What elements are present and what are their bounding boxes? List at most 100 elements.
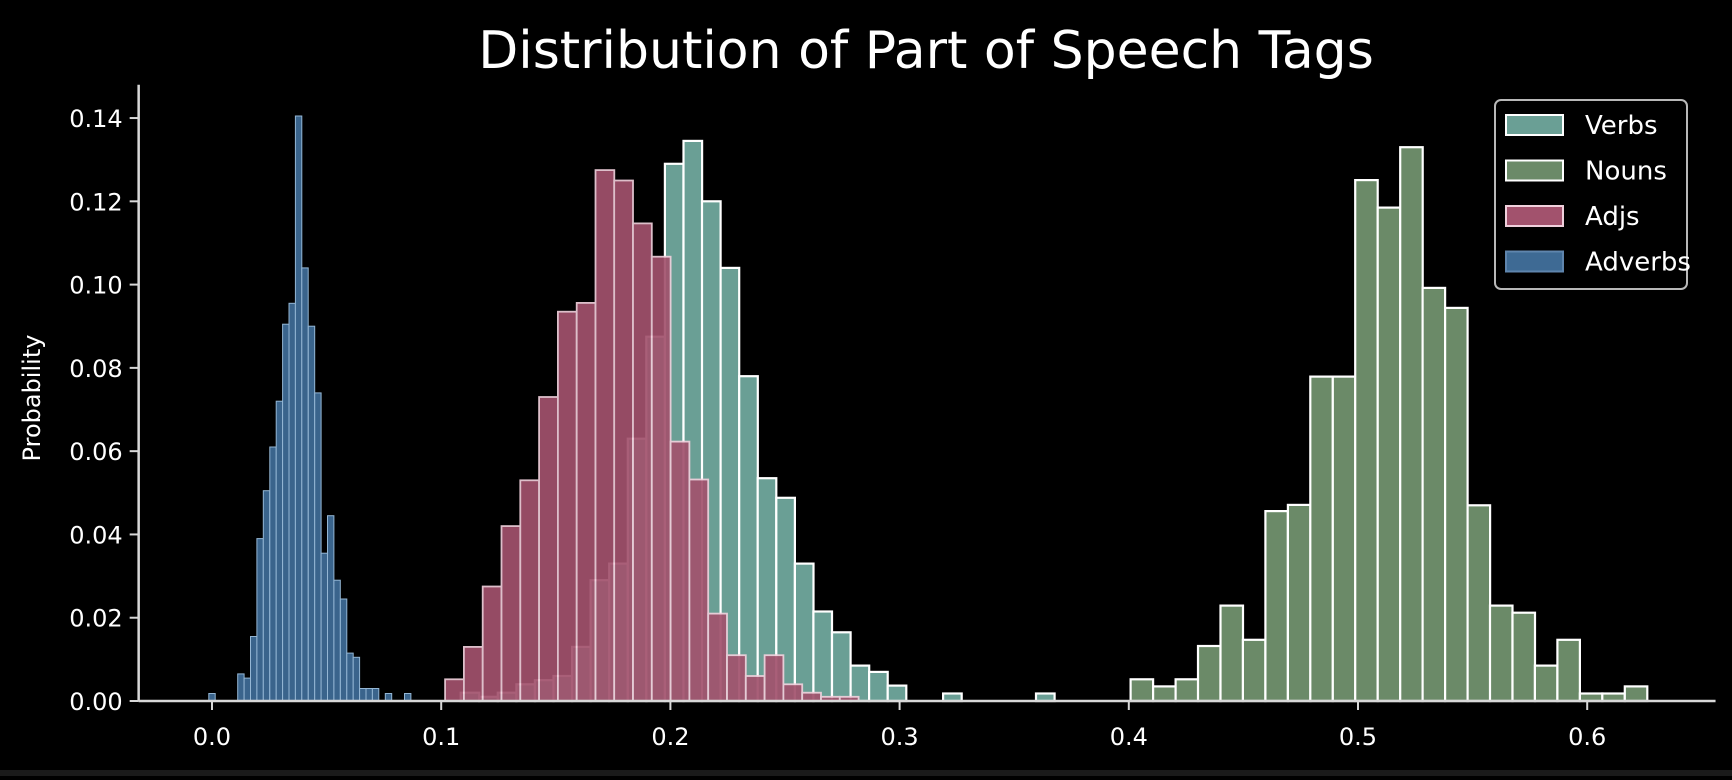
- histogram-bar: [282, 323, 290, 702]
- x-tick-label: 0.6: [1568, 723, 1606, 751]
- window-bottom-edge: [0, 770, 1732, 776]
- histogram-bar: [275, 400, 284, 702]
- x-tick-label: 0.0: [193, 723, 231, 751]
- histogram-bar: [793, 562, 815, 703]
- y-tick-label: 0.04: [69, 521, 122, 549]
- histogram-bar: [288, 302, 296, 702]
- y-axis-label: Probability: [18, 335, 46, 462]
- histogram-bar: [613, 179, 634, 702]
- y-tick-label: 0.12: [69, 188, 122, 216]
- histogram-bar: [481, 585, 503, 702]
- legend-swatch: [1505, 205, 1564, 227]
- histogram-bar: [594, 169, 616, 702]
- histogram-bar: [632, 222, 653, 702]
- histogram-bar: [1421, 286, 1447, 703]
- histogram-bar: [1623, 685, 1649, 703]
- y-tick-label: 0.02: [69, 605, 122, 633]
- histogram-bar: [359, 688, 367, 702]
- legend-label: Verbs: [1585, 111, 1658, 141]
- series-adverbs: [208, 115, 412, 702]
- histogram-bar: [1286, 503, 1312, 703]
- legend-frame: [1494, 99, 1688, 290]
- histogram-bar: [1219, 604, 1245, 703]
- histogram-bar: [812, 610, 834, 703]
- legend-swatch: [1505, 114, 1564, 136]
- histogram-bar: [462, 646, 484, 702]
- histogram-bar: [250, 636, 258, 702]
- legend-item-nouns: Nouns: [1505, 157, 1667, 187]
- histogram-bar: [1129, 678, 1155, 703]
- histogram-bar: [365, 688, 373, 702]
- y-tick-label: 0.06: [69, 438, 122, 466]
- histogram-bar: [1443, 306, 1469, 703]
- y-tick-label: 0.00: [69, 688, 122, 716]
- histogram-bar: [320, 552, 329, 702]
- y-tick-label: 0.10: [69, 272, 122, 300]
- histogram-bar: [849, 664, 871, 703]
- histogram-bar: [688, 478, 710, 702]
- histogram-bar: [1331, 375, 1357, 703]
- histogram-bar: [1174, 678, 1200, 703]
- x-tick-label: 0.4: [1110, 723, 1148, 751]
- histogram-bar: [371, 688, 380, 702]
- y-tick-label: 0.14: [69, 105, 122, 133]
- histogram-bar: [269, 446, 277, 702]
- x-tick-label: 0.1: [422, 723, 460, 751]
- histogram-bar: [744, 675, 766, 702]
- histogram-bar: [669, 440, 691, 702]
- x-tick-label: 0.2: [651, 723, 689, 751]
- chart-title: Distribution of Part of Speech Tags: [478, 21, 1374, 81]
- legend-label: Adjs: [1585, 202, 1640, 232]
- histogram-bar: [243, 677, 252, 702]
- histogram-bar: [314, 392, 322, 702]
- histogram-bar: [262, 490, 271, 702]
- histogram-bar: [886, 684, 908, 703]
- histogram-bar: [1151, 685, 1177, 703]
- histogram-bar: [650, 255, 672, 702]
- legend-swatch: [1505, 159, 1564, 182]
- y-tick-label: 0.08: [69, 355, 122, 383]
- legend-swatch: [1505, 250, 1564, 273]
- histogram-bar: [352, 656, 361, 702]
- axes: 0.0 0.1 0.2 0.3 0.4 0.5 0.6 0.00 0.02 0.04 0.06 0.0…: [69, 84, 1716, 751]
- histogram-bar: [707, 612, 728, 702]
- histogram-bar: [1533, 664, 1559, 703]
- histogram-bar: [346, 652, 354, 702]
- histogram-bar: [519, 479, 540, 702]
- x-tick-label: 0.3: [881, 723, 919, 751]
- histogram-bar: [557, 310, 578, 702]
- legend-label: Nouns: [1585, 157, 1667, 187]
- legend-label: Adverbs: [1585, 248, 1691, 278]
- histogram-bar: [1241, 638, 1267, 703]
- legend-item-adverbs: Adverbs: [1505, 248, 1691, 278]
- legend-item-verbs: Verbs: [1505, 111, 1658, 141]
- histogram-bar: [444, 678, 465, 702]
- histogram-bar: [763, 654, 785, 702]
- histogram-bar: [867, 670, 889, 703]
- histogram-bar: [339, 598, 348, 702]
- histogram-bar: [575, 301, 597, 702]
- histogram-bar: [1399, 146, 1424, 703]
- histogram-bar: [1354, 179, 1379, 703]
- histogram-bar: [738, 375, 759, 703]
- histogram-bar: [1556, 638, 1582, 703]
- histogram-bar: [782, 683, 804, 702]
- histogram-bar: [1376, 206, 1402, 703]
- histogram-bar: [1488, 604, 1514, 703]
- histogram-bar: [1196, 644, 1222, 703]
- histogram-bar: [327, 515, 335, 702]
- histogram-bar: [1264, 510, 1290, 703]
- histogram-bar: [237, 673, 245, 702]
- histogram-bar: [500, 525, 522, 702]
- histogram-bar: [294, 115, 303, 702]
- histogram-bar: [307, 325, 316, 702]
- x-tick-label: 0.5: [1339, 723, 1377, 751]
- histogram-bar: [256, 538, 264, 702]
- histogram-bar: [333, 579, 341, 702]
- legend: Verbs Nouns Adjs Adverbs: [1494, 99, 1691, 290]
- histogram-bar: [830, 631, 852, 703]
- histogram-bar: [538, 396, 559, 702]
- series-adjs: [444, 169, 860, 702]
